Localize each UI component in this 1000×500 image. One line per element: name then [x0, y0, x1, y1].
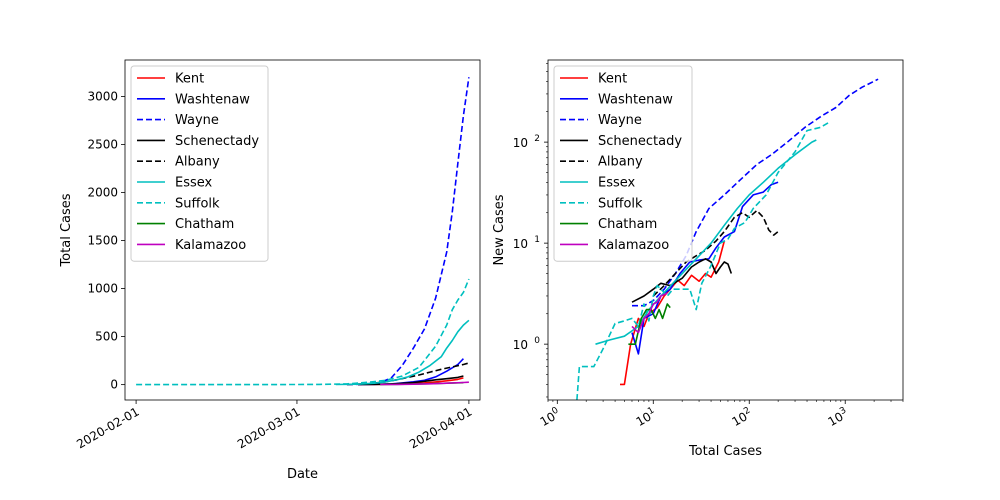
y-tick-label-left-2000: 2000: [87, 186, 118, 200]
y-tick-base: 10: [513, 338, 528, 352]
x-tick-exponent: 0: [550, 405, 560, 417]
y-tick-exponent: 2: [534, 134, 540, 144]
legend-entry-chatham: Chatham: [560, 217, 657, 232]
legend-entry-wayne: Wayne: [137, 113, 219, 128]
x-tick-base: 10: [634, 409, 654, 429]
series-line-kalamazoo: [380, 381, 469, 386]
legend-entry-albany: Albany: [560, 155, 643, 170]
legend-entry-washtenaw: Washtenaw: [560, 92, 673, 107]
legend-entry-kalamazoo: Kalamazoo: [137, 238, 246, 253]
series-line-albany: [652, 209, 779, 297]
series-line-suffolk: [576, 120, 831, 400]
legend-label-washtenaw: Washtenaw: [598, 92, 673, 107]
plot-frame-right: [547, 59, 904, 401]
series-line-kalamazoo: [631, 292, 668, 334]
legend-label-kent: Kent: [175, 72, 204, 87]
plot-frame-left: [124, 59, 481, 401]
legend-label-albany: Albany: [598, 155, 643, 170]
x-tick-exponent: 2: [742, 406, 752, 418]
x-tick-base: 10: [538, 409, 558, 429]
series-line-wayne: [632, 78, 879, 307]
x-tick-label-right-0: 100: [537, 405, 563, 429]
y-tick-label-left-0: 0: [110, 378, 118, 392]
legend-frame: [553, 65, 693, 262]
legend-label-essex: Essex: [598, 176, 636, 191]
y-tick-base: 10: [513, 136, 528, 150]
series-line-suffolk: [136, 278, 470, 386]
y-tick-label-left-1500: 1500: [87, 234, 118, 248]
x-tick-label-right-2: 102: [729, 406, 755, 429]
legend-frame: [130, 65, 269, 262]
x-tick-exponent: 1: [646, 406, 656, 418]
legend-label-kalamazoo: Kalamazoo: [175, 238, 246, 253]
legend-entry-suffolk: Suffolk: [137, 196, 220, 211]
legend-label-kalamazoo: Kalamazoo: [598, 238, 669, 253]
series-line-albany: [346, 362, 470, 386]
legend-entry-kent: Kent: [560, 72, 627, 87]
legend-label-chatham: Chatham: [598, 217, 657, 232]
legend-label-suffolk: Suffolk: [175, 196, 220, 211]
legend-label-schenectady: Schenectady: [175, 134, 259, 149]
y-axis-label-right: New Cases: [492, 194, 507, 265]
y-tick-label-left-500: 500: [95, 330, 118, 344]
legend-entry-suffolk: Suffolk: [560, 196, 643, 211]
legend-label-schenectady: Schenectady: [598, 134, 682, 149]
series-group-left: [136, 77, 470, 386]
y-axis-label-left: Total Cases: [59, 193, 74, 267]
series-line-wayne: [346, 77, 470, 386]
series-line-essex: [595, 139, 817, 345]
legend-label-washtenaw: Washtenaw: [175, 92, 250, 107]
legend-label-essex: Essex: [175, 176, 213, 191]
y-tick-label-left-2500: 2500: [87, 138, 118, 152]
legend-label-wayne: Wayne: [175, 113, 219, 128]
x-axis-label-left: Date: [287, 467, 318, 482]
series-group-right: [576, 78, 879, 400]
legend-label-wayne: Wayne: [598, 113, 642, 128]
legend-entry-schenectady: Schenectady: [560, 134, 682, 149]
legend-label-albany: Albany: [175, 155, 220, 170]
legend-entry-essex: Essex: [137, 176, 213, 191]
legend-entry-chatham: Chatham: [137, 217, 234, 232]
legend-entry-kent: Kent: [137, 72, 204, 87]
legend-entry-essex: Essex: [560, 176, 636, 191]
legend-entry-kalamazoo: Kalamazoo: [560, 238, 669, 253]
x-tick-base: 10: [730, 409, 750, 429]
legend-entry-wayne: Wayne: [560, 113, 642, 128]
legend-entry-albany: Albany: [137, 155, 220, 170]
legend-label-kent: Kent: [598, 72, 627, 87]
x-tick-base: 10: [826, 409, 846, 429]
y-tick-label-left-1000: 1000: [87, 282, 118, 296]
y-tick-label-left-3000: 3000: [87, 89, 118, 103]
legend-label-suffolk: Suffolk: [598, 196, 643, 211]
y-tick-label-right-1: 10: [513, 237, 528, 251]
legend-entry-schenectady: Schenectady: [137, 134, 259, 149]
legend-label-chatham: Chatham: [175, 217, 234, 232]
y-tick-base: 10: [513, 237, 528, 251]
x-axis-label-right: Total Cases: [688, 444, 762, 459]
series-line-essex: [335, 319, 470, 386]
y-tick-label-right-0: 10: [513, 338, 528, 352]
y-tick-exponent: 0: [534, 336, 540, 346]
legend-entry-washtenaw: Washtenaw: [137, 92, 250, 107]
y-tick-exponent: 1: [534, 235, 540, 245]
y-tick-label-right-2: 10: [513, 136, 528, 150]
x-tick-label-right-3: 103: [825, 406, 851, 429]
x-tick-exponent: 3: [838, 406, 848, 418]
x-tick-label-right-1: 101: [633, 406, 659, 429]
